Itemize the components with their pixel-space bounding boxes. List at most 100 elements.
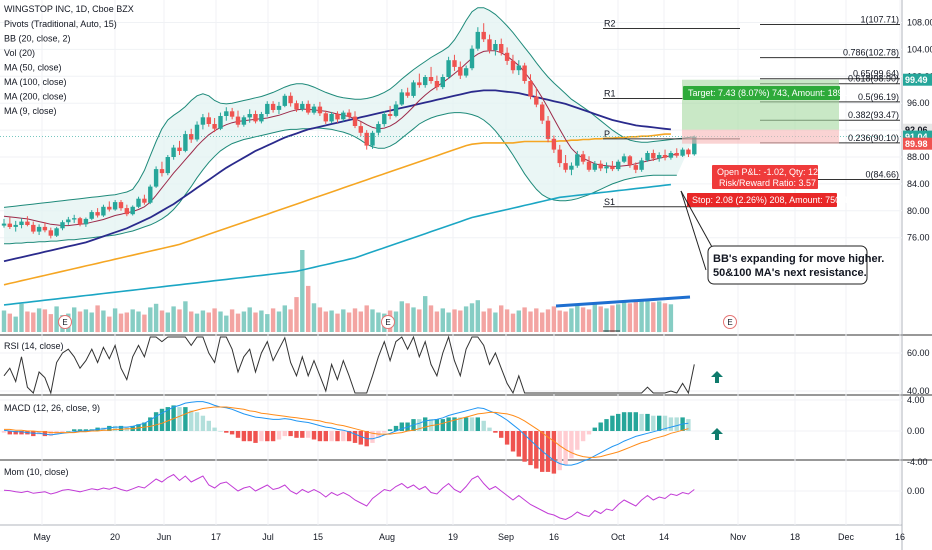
candle-body <box>1 223 7 226</box>
volume-bar <box>253 312 258 332</box>
volume-bar <box>510 313 516 332</box>
candle-body <box>212 124 217 129</box>
earnings-letter: E <box>385 318 390 327</box>
earnings-letter: E <box>727 318 732 327</box>
volume-bar <box>31 312 36 332</box>
volume-bar <box>528 311 533 332</box>
macd-histogram-bar <box>77 429 83 431</box>
macd-histogram-bar <box>610 415 615 431</box>
macd-histogram-bar <box>300 431 305 438</box>
candle-body <box>604 166 609 169</box>
macd-histogram-bar <box>189 410 194 431</box>
pivot-label: R1 <box>604 88 616 98</box>
macd-histogram-bar <box>352 431 358 443</box>
candle-body <box>633 165 638 170</box>
volume-bar <box>522 307 527 332</box>
rsi-pane-label: RSI (14, close) <box>4 341 64 351</box>
volume-bar <box>247 307 252 332</box>
volume-bar <box>440 308 445 332</box>
macd-histogram-bar <box>229 431 235 435</box>
macd-histogram-bar <box>469 417 475 431</box>
macd-histogram-bar <box>668 417 674 431</box>
price-tag-text: 89.98 <box>905 139 928 149</box>
candle-body <box>72 218 77 220</box>
volume-bar <box>621 302 627 332</box>
macd-histogram-bar <box>627 412 633 431</box>
candle-body <box>288 95 293 104</box>
macd-histogram-bar <box>183 407 188 431</box>
candle-body <box>393 104 399 116</box>
macd-histogram-bar <box>282 431 287 437</box>
pivot-label: S1 <box>604 197 615 207</box>
macd-histogram-bar <box>311 431 317 440</box>
price-tick-label: 96.00 <box>907 98 930 108</box>
candle-body <box>229 111 235 117</box>
macd-histogram-bar <box>458 417 463 431</box>
candle-body <box>341 112 346 120</box>
macd-histogram-bar <box>60 431 65 433</box>
macd-histogram-bar <box>259 431 264 442</box>
macd-histogram-bar <box>235 431 241 438</box>
stop-label: Stop: 2.08 (2.26%) 208, Amount: 750.4 <box>692 195 848 205</box>
up-arrow-icon <box>711 371 723 383</box>
time-axis-label: Dec <box>838 532 855 542</box>
volume-bar <box>639 300 644 332</box>
macd-histogram-bar <box>463 417 469 431</box>
macd-histogram-bar <box>528 431 533 466</box>
volume-bar <box>124 312 129 332</box>
candle-body <box>557 149 562 164</box>
macd-histogram-bar <box>428 419 434 431</box>
macd-histogram-bar <box>218 431 223 432</box>
volume-bar <box>428 305 434 333</box>
macd-histogram-bar <box>586 431 592 435</box>
fib-label: 0.382(93.47) <box>848 110 899 120</box>
candle-body <box>411 82 416 96</box>
volume-bar <box>329 310 334 332</box>
candle-body <box>270 103 276 110</box>
volume-bar <box>112 308 118 332</box>
candle-body <box>399 92 404 105</box>
candle-body <box>662 155 668 158</box>
price-tick-label: 84.00 <box>907 179 930 189</box>
volume-bar <box>604 308 609 332</box>
volume-bar <box>423 296 428 332</box>
candle-body <box>417 82 422 86</box>
volume-bar <box>206 312 211 332</box>
volume-bar <box>633 301 638 333</box>
volume-bar <box>405 303 410 332</box>
macd-histogram-bar <box>159 408 165 431</box>
volume-bar <box>7 313 12 332</box>
time-axis-label: 18 <box>790 532 800 542</box>
macd-histogram-bar <box>551 431 557 474</box>
candle-body <box>282 95 287 106</box>
candle-body <box>294 103 299 110</box>
macd-histogram-bar <box>493 431 498 433</box>
macd-histogram-bar <box>165 407 170 431</box>
macd-histogram-bar <box>42 431 48 437</box>
candle-body <box>148 186 153 203</box>
volume-bar <box>469 303 475 332</box>
candle-body <box>25 221 30 225</box>
candle-body <box>627 156 633 165</box>
fib-label: 0.236(90.10) <box>848 133 899 143</box>
candle-body <box>200 117 206 125</box>
volume-bar <box>616 304 621 332</box>
candle-body <box>540 104 545 121</box>
indicator-label: MA (9, close) <box>4 106 57 116</box>
volume-bar <box>335 313 340 332</box>
macd-histogram-bar <box>341 431 346 442</box>
open-pl-label: Open P&L: -1.02, Qty: 120 <box>717 167 823 177</box>
candle-body <box>265 103 270 114</box>
candle-body <box>528 81 533 97</box>
macd-histogram-bar <box>575 431 580 450</box>
time-axis-label: 19 <box>448 532 458 542</box>
macd-histogram-bar <box>499 431 504 438</box>
volume-bar <box>200 310 206 332</box>
volume-bar <box>598 306 603 332</box>
macd-histogram-bar <box>563 431 568 466</box>
price-tick-label: 76.00 <box>907 233 930 243</box>
candle-body <box>616 161 621 170</box>
volume-bar <box>393 311 399 332</box>
macd-histogram-bar <box>604 419 609 431</box>
